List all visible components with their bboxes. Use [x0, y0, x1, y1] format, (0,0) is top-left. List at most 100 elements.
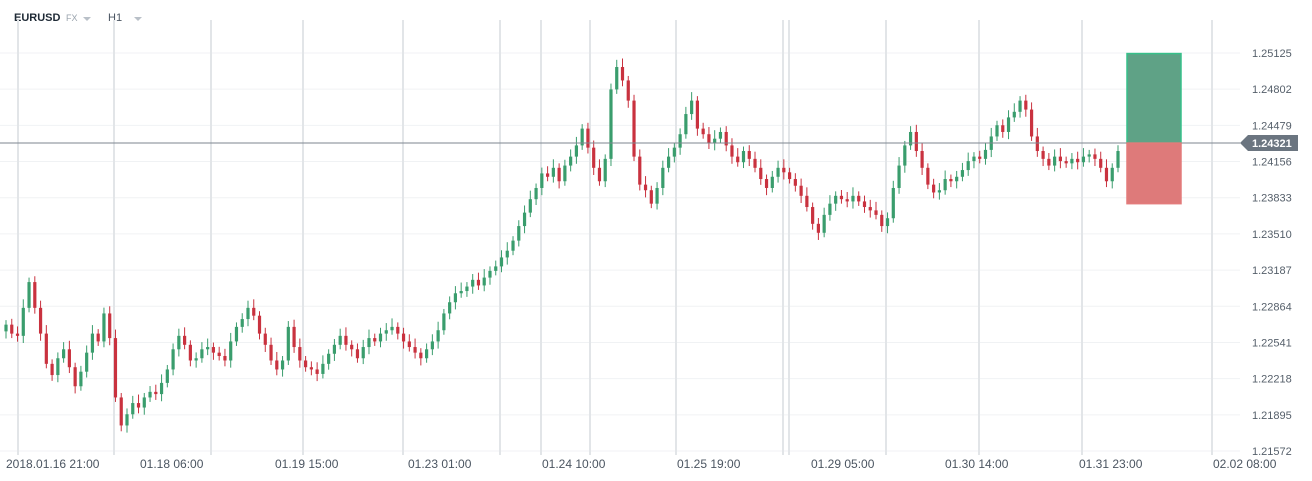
- candle-body: [620, 67, 625, 81]
- candle-body: [332, 344, 337, 354]
- candle-body: [494, 266, 498, 271]
- take-profit-zone[interactable]: [1126, 52, 1182, 144]
- candle-body: [309, 367, 313, 370]
- candle-body: [1024, 100, 1028, 110]
- candle-body: [759, 167, 763, 180]
- candle-body: [874, 210, 878, 215]
- symbol-label[interactable]: EURUSD: [14, 12, 61, 24]
- candle-body: [1093, 154, 1097, 159]
- x-tick-label: 01.24 10:00: [542, 457, 606, 471]
- candle-body: [154, 391, 158, 395]
- candle-body: [119, 397, 123, 426]
- y-tick-label: 1.21572: [1252, 446, 1292, 458]
- candle-body: [1029, 109, 1034, 137]
- candle-body: [33, 282, 37, 308]
- candle-body: [1035, 136, 1039, 152]
- candle-body: [217, 352, 221, 357]
- candle-body: [102, 313, 106, 342]
- candle-body: [234, 326, 239, 342]
- candle-body: [85, 352, 89, 372]
- market-chevron-down-icon[interactable]: [83, 17, 91, 21]
- candle-body: [799, 185, 803, 196]
- candle-body: [995, 125, 999, 137]
- candle-body: [269, 344, 273, 361]
- candle-body: [551, 167, 555, 177]
- x-tick-label: 01.25 19:00: [677, 457, 741, 471]
- x-tick-label: 01.19 15:00: [275, 457, 339, 471]
- candle-body: [782, 167, 786, 173]
- candle-body: [148, 391, 152, 398]
- candle-body: [1006, 117, 1011, 132]
- candle-body: [62, 349, 66, 359]
- candle-body: [822, 214, 826, 233]
- y-tick-label: 1.22541: [1252, 337, 1292, 349]
- timeframe-label[interactable]: H1: [108, 12, 123, 24]
- candle-body: [327, 353, 331, 364]
- timeframe-chevron-down-icon[interactable]: [134, 17, 142, 21]
- candle-body: [880, 214, 884, 227]
- candle-body: [240, 319, 244, 327]
- candle-body: [787, 172, 792, 180]
- candle-body: [1058, 156, 1062, 162]
- candle-body: [292, 326, 296, 348]
- candle-body: [805, 195, 809, 208]
- y-tick-label: 1.23187: [1252, 265, 1292, 277]
- candle-body: [811, 207, 815, 224]
- candle-body: [1053, 156, 1057, 166]
- x-tick-label: 01.18 06:00: [140, 457, 204, 471]
- candle-body: [499, 257, 504, 267]
- candle-body: [355, 349, 360, 359]
- candle-body: [298, 347, 302, 361]
- candle-body: [4, 324, 8, 332]
- candle-body: [609, 89, 613, 159]
- candle-body: [390, 326, 394, 331]
- candle-body: [753, 158, 757, 168]
- candle-body: [419, 352, 423, 359]
- y-tick-label: 1.23510: [1252, 229, 1292, 241]
- candle-body: [194, 358, 198, 361]
- candle-body: [695, 100, 699, 129]
- candle-body: [885, 218, 890, 227]
- y-tick-label: 1.24156: [1252, 157, 1292, 169]
- candle-body: [563, 165, 567, 182]
- candle-body: [280, 360, 285, 370]
- candle-body: [505, 250, 509, 258]
- candle-body: [545, 173, 550, 177]
- candle-body: [361, 347, 365, 359]
- candle-body: [73, 367, 77, 387]
- candle-body: [50, 363, 54, 376]
- candle-body: [701, 128, 705, 135]
- candle-body: [690, 100, 694, 115]
- candle-body: [136, 403, 141, 408]
- candle-body: [713, 138, 717, 144]
- candle-body: [38, 307, 43, 334]
- stop-loss-zone[interactable]: [1126, 142, 1182, 205]
- candle-body: [1012, 111, 1016, 118]
- x-tick-label: 2018.01.16 21:00: [6, 457, 100, 471]
- candle-body: [10, 324, 14, 334]
- candle-body: [378, 333, 383, 342]
- candle-body: [401, 333, 406, 342]
- candle-body: [569, 156, 573, 166]
- candle-body: [1076, 158, 1080, 163]
- candle-body: [592, 147, 596, 168]
- candle-body: [914, 131, 918, 152]
- candle-body: [851, 195, 855, 202]
- candle-body: [972, 156, 976, 162]
- candle-body: [920, 151, 924, 168]
- candle-body: [413, 347, 417, 353]
- candle-body: [206, 347, 210, 350]
- current-price-badge: [1240, 135, 1298, 152]
- candle-body: [891, 187, 895, 219]
- candle-body: [367, 338, 371, 348]
- candle-body: [517, 226, 521, 241]
- candle-body: [27, 282, 31, 308]
- candle-body: [638, 156, 642, 185]
- candle-body: [574, 145, 579, 157]
- candle-body: [540, 173, 544, 188]
- candle-body: [764, 179, 769, 188]
- candle-body: [770, 176, 774, 188]
- market-label[interactable]: FX: [66, 13, 78, 23]
- candle-body: [407, 341, 411, 348]
